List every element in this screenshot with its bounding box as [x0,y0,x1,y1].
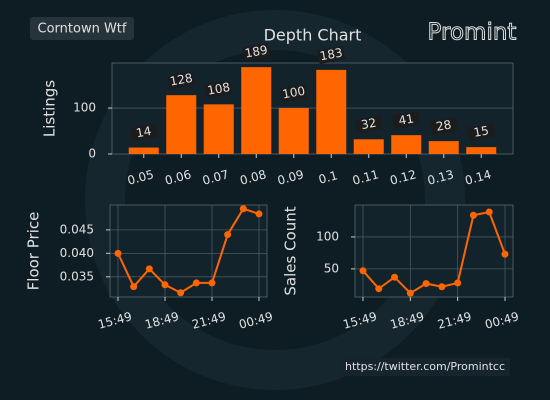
y-tick-label: 0.035 [60,269,94,283]
footer: https://twitter.com/Promintcc [345,360,505,373]
x-tick-label: 0.13 [426,167,455,187]
logo: Promint [428,20,517,46]
bar [166,95,197,154]
x-tick-label: 0.06 [163,167,192,187]
point [208,279,216,287]
point [255,210,263,218]
value-label-box [242,42,271,62]
point [375,285,383,293]
value-label: 15 [472,123,489,139]
bar [278,108,309,154]
point [406,289,414,297]
plot-area [109,204,268,298]
point [391,273,399,281]
line [362,210,506,295]
value-label: 32 [360,116,377,132]
value-label: 41 [397,111,414,127]
point [469,211,477,219]
x-tick-label: 0.08 [238,167,267,187]
point [145,265,153,273]
point [454,279,462,287]
bar [128,147,159,154]
point [130,283,138,291]
point [224,231,232,239]
point [177,289,185,297]
watermark [85,10,465,390]
x-tick-label: 0.07 [201,167,230,187]
value-label-box [354,115,383,134]
value-label: 108 [206,80,231,98]
bar [353,139,384,154]
y-tick-label: 50 [324,261,339,275]
point [501,250,509,258]
bar [316,69,347,154]
point [114,249,122,257]
point [422,280,430,288]
point [438,283,446,291]
point [485,208,493,216]
label-box [30,17,134,40]
x-tick-label: 0.12 [388,167,417,187]
bar [241,67,272,154]
bar [203,104,234,154]
value-label: 189 [244,43,269,61]
value-label: 128 [169,71,194,89]
y-tick-label: 0.045 [60,222,94,236]
value-label-box [467,122,496,142]
bar [391,135,422,154]
x-tick-label: 0.09 [276,167,305,187]
point [192,279,200,287]
footer-box [340,358,510,376]
y-tick-label: 0 [88,147,96,161]
bar [428,141,459,154]
y-tick-label: 100 [316,229,339,243]
x-tick-label: 0.1 [317,168,339,186]
value-label-box [392,111,421,130]
y-axis-label: Listings [41,80,59,137]
value-label: 14 [135,124,152,140]
value-label-box [167,71,196,90]
x-tick-label: 0.05 [126,167,155,187]
y-tick-label: 0.040 [60,246,94,260]
value-label: 28 [435,117,452,133]
chart-title: Depth Chart [264,26,362,45]
y-axis-label: Floor Price [25,212,43,291]
value-label-box [129,123,158,142]
value-label-box [429,116,458,136]
y-tick-label: 100 [73,101,96,115]
y-axis-label: Sales Count [282,206,300,295]
line [117,207,260,294]
point [359,267,367,275]
value-label: 100 [281,84,306,102]
value-label-box [279,83,308,103]
x-tick-label: 0.14 [463,167,492,187]
point [161,281,169,289]
bar [466,147,497,154]
value-label-box [204,80,233,99]
header-label: Corntown Wtf [38,22,127,37]
value-label: 183 [319,46,344,64]
x-tick-label: 0.11 [351,167,380,187]
plot-area [354,204,514,298]
value-label-box [317,45,346,65]
point [239,205,247,213]
